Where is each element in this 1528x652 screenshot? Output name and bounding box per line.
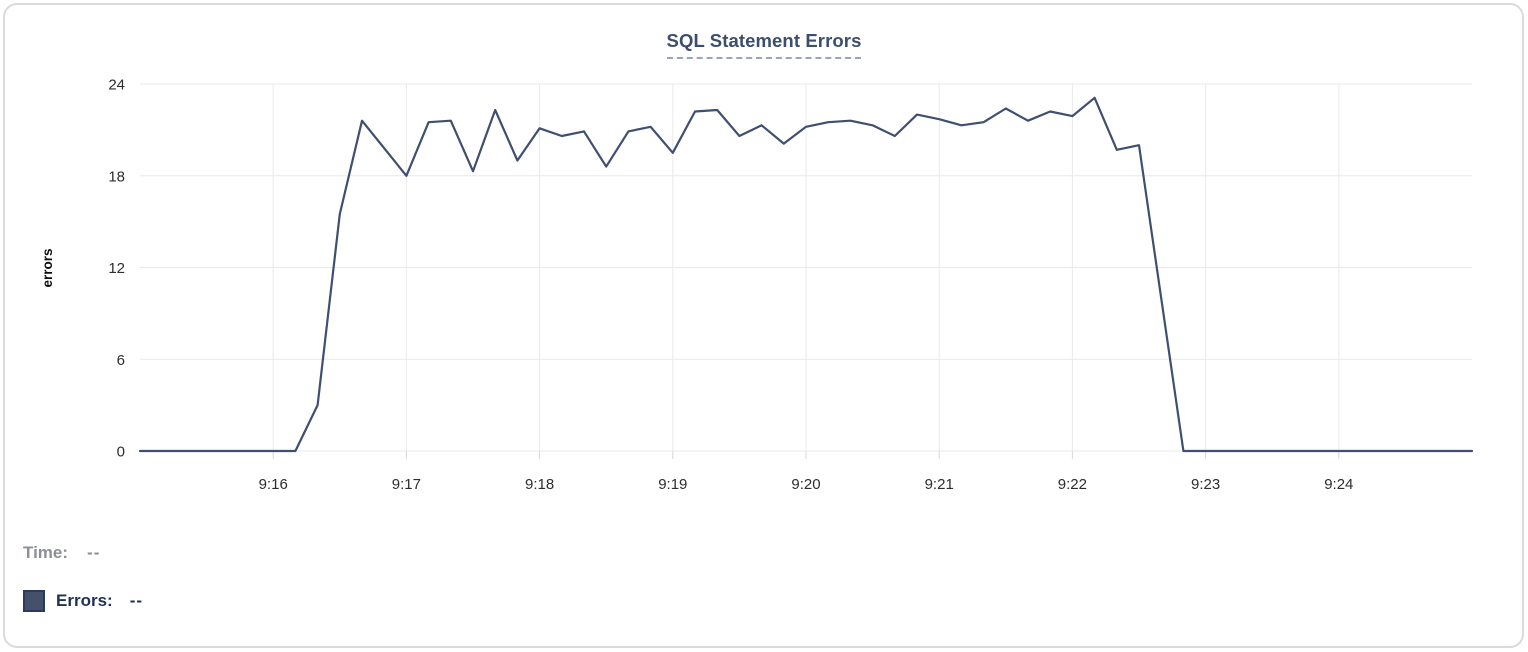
y-tick-label: 18 (108, 168, 125, 185)
chart-header: SQL Statement Errors (0, 30, 1528, 59)
y-tick-label: 0 (117, 444, 125, 461)
x-tick-label: 9:17 (392, 476, 421, 493)
x-tick-label: 9:22 (1058, 476, 1087, 493)
x-tick-label: 9:24 (1324, 476, 1353, 493)
y-tick-label: 24 (108, 77, 125, 94)
sql-errors-line-chart[interactable]: 0 6 12 18 24 9:16 9:17 9:18 9:19 9:20 9:21 9:22 9:23… (0, 0, 1528, 505)
tooltip-errors-row: Errors: -- (23, 590, 143, 612)
x-tick-label: 9:19 (658, 476, 687, 493)
x-tick-label: 9:23 (1191, 476, 1220, 493)
y-axis-title: errors (40, 248, 55, 287)
x-tick-label: 9:20 (791, 476, 820, 493)
errors-series-line (138, 96, 1474, 453)
x-gridlines (272, 84, 1340, 459)
errors-series-swatch-icon (23, 590, 45, 612)
x-tick-label: 9:16 (259, 476, 288, 493)
tooltip-errors-label: Errors: (56, 591, 113, 610)
y-tick-label: 6 (117, 352, 125, 369)
x-tick-label: 9:21 (925, 476, 954, 493)
chart-title[interactable]: SQL Statement Errors (666, 30, 862, 59)
tooltip-time-row: Time: -- (23, 543, 100, 563)
x-tick-labels: 9:16 9:17 9:18 9:19 9:20 9:21 9:22 9:23 9:24 (259, 476, 1354, 493)
tooltip-time-value: -- (87, 543, 101, 562)
y-tick-label: 12 (108, 260, 125, 277)
tooltip-time-label: Time: (23, 543, 69, 562)
tooltip-errors-value: -- (129, 591, 144, 610)
y-tick-labels: 0 6 12 18 24 (108, 77, 125, 461)
x-tick-label: 9:18 (525, 476, 554, 493)
